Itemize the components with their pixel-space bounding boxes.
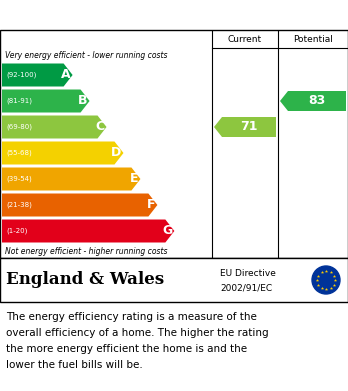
Text: 2002/91/EC: 2002/91/EC: [220, 283, 272, 292]
Text: D: D: [111, 147, 121, 160]
Text: (1-20): (1-20): [6, 228, 27, 234]
Text: overall efficiency of a home. The higher the rating: overall efficiency of a home. The higher…: [6, 328, 269, 338]
Text: (69-80): (69-80): [6, 124, 32, 130]
Text: (92-100): (92-100): [6, 72, 37, 78]
Text: 83: 83: [308, 95, 326, 108]
Polygon shape: [2, 90, 89, 113]
Polygon shape: [2, 219, 174, 242]
Text: E: E: [130, 172, 139, 185]
Text: (55-68): (55-68): [6, 150, 32, 156]
Polygon shape: [2, 63, 73, 86]
Polygon shape: [2, 142, 124, 165]
Text: Current: Current: [228, 34, 262, 43]
Text: EU Directive: EU Directive: [220, 269, 276, 278]
Text: A: A: [61, 68, 71, 81]
Text: Very energy efficient - lower running costs: Very energy efficient - lower running co…: [5, 50, 167, 59]
Text: (21-38): (21-38): [6, 202, 32, 208]
Text: lower the fuel bills will be.: lower the fuel bills will be.: [6, 360, 143, 370]
Polygon shape: [214, 117, 276, 137]
Text: B: B: [78, 95, 88, 108]
Text: (39-54): (39-54): [6, 176, 32, 182]
Text: Energy Efficiency Rating: Energy Efficiency Rating: [9, 7, 230, 23]
Text: the more energy efficient the home is and the: the more energy efficient the home is an…: [6, 344, 247, 354]
Polygon shape: [2, 194, 157, 217]
Text: G: G: [162, 224, 172, 237]
Text: England & Wales: England & Wales: [6, 271, 164, 289]
Polygon shape: [280, 91, 346, 111]
Polygon shape: [2, 115, 106, 138]
Text: Not energy efficient - higher running costs: Not energy efficient - higher running co…: [5, 246, 167, 255]
Circle shape: [312, 266, 340, 294]
Text: The energy efficiency rating is a measure of the: The energy efficiency rating is a measur…: [6, 312, 257, 322]
Polygon shape: [2, 167, 141, 190]
Text: F: F: [147, 199, 156, 212]
Text: Potential: Potential: [293, 34, 333, 43]
Text: 71: 71: [240, 120, 258, 133]
Text: (81-91): (81-91): [6, 98, 32, 104]
Text: C: C: [95, 120, 104, 133]
